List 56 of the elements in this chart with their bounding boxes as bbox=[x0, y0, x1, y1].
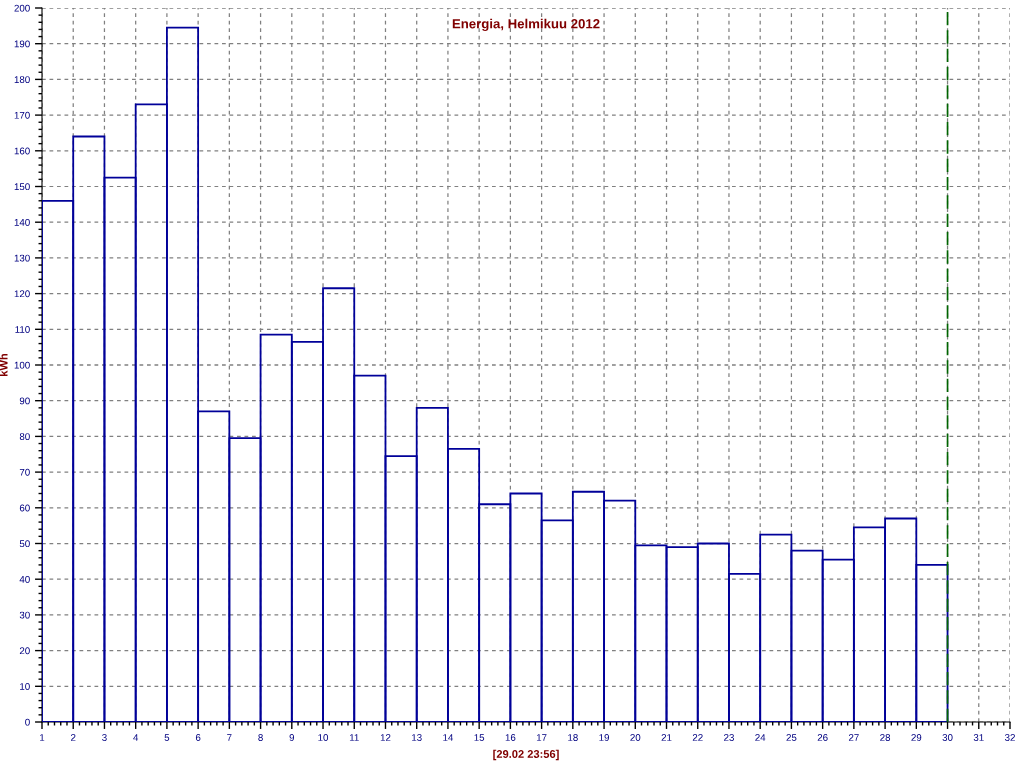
y-tick-label: 50 bbox=[19, 540, 30, 548]
x-tick-label: 6 bbox=[195, 734, 201, 741]
y-tick-label: 10 bbox=[20, 683, 30, 690]
x-tick-label: 24 bbox=[755, 734, 766, 741]
x-tick-label: 22 bbox=[692, 734, 703, 741]
x-tick-label: 11 bbox=[349, 734, 359, 741]
y-tick-label: 110 bbox=[15, 326, 30, 333]
y-tick-label: 70 bbox=[19, 468, 30, 476]
x-tick-label: 7 bbox=[227, 734, 232, 741]
y-tick-label: 30 bbox=[19, 611, 30, 619]
y-tick-label: 130 bbox=[14, 254, 30, 262]
x-tick-label: 29 bbox=[911, 734, 922, 741]
y-tick-label: 150 bbox=[14, 183, 30, 191]
y-tick-label: 60 bbox=[19, 504, 30, 512]
x-tick-label: 15 bbox=[474, 734, 485, 741]
x-tick-label: 21 bbox=[661, 734, 672, 741]
x-tick-label: 9 bbox=[289, 734, 295, 741]
x-tick-label: 20 bbox=[630, 734, 641, 741]
x-tick-label: 14 bbox=[443, 734, 454, 741]
y-tick-label: 170 bbox=[14, 111, 30, 119]
x-tick-label: 25 bbox=[786, 734, 797, 741]
y-tick-label: 160 bbox=[14, 147, 30, 155]
x-tick-label: 30 bbox=[942, 734, 953, 741]
y-tick-label: 120 bbox=[14, 290, 30, 298]
y-tick-label: 100 bbox=[14, 361, 30, 369]
y-axis-title: kWh bbox=[0, 353, 8, 376]
x-tick-label: 17 bbox=[536, 734, 547, 741]
x-tick-label: 18 bbox=[568, 734, 578, 741]
y-tick-label: 140 bbox=[14, 218, 30, 226]
x-tick-label: 13 bbox=[412, 734, 422, 741]
text: [29.02 23:56] bbox=[493, 749, 559, 761]
y-tick-label: 200 bbox=[14, 4, 30, 12]
text: Energia, Helmikuu 2012 bbox=[452, 18, 600, 32]
y-tick-label: 180 bbox=[14, 76, 30, 84]
y-tick-label: 20 bbox=[19, 647, 30, 655]
y-tick-label: 190 bbox=[14, 40, 30, 48]
x-tick-label: 32 bbox=[1004, 734, 1015, 741]
x-tick-label: 16 bbox=[505, 734, 516, 741]
y-tick-label: 40 bbox=[19, 575, 30, 583]
x-tick-label: 19 bbox=[599, 734, 610, 741]
x-tick-label: 4 bbox=[133, 734, 139, 741]
x-tick-label: 2 bbox=[71, 734, 76, 741]
x-tick-label: 8 bbox=[258, 734, 263, 741]
y-tick-label: 80 bbox=[19, 433, 30, 441]
x-tick-label: 28 bbox=[880, 734, 891, 741]
x-tick-label: 3 bbox=[102, 734, 107, 741]
x-tick-label: 31 bbox=[973, 734, 984, 741]
y-tick-label: 90 bbox=[19, 397, 30, 405]
x-tick-label: 12 bbox=[380, 734, 391, 741]
x-tick-label: 23 bbox=[724, 734, 734, 741]
x-tick-label: 10 bbox=[318, 734, 329, 741]
y-tick-label: 0 bbox=[25, 718, 30, 726]
x-tick-label: 5 bbox=[164, 734, 170, 741]
x-tick-label: 1 bbox=[40, 734, 45, 741]
x-tick-label: 26 bbox=[817, 734, 828, 741]
x-tick-label: 27 bbox=[848, 734, 859, 741]
